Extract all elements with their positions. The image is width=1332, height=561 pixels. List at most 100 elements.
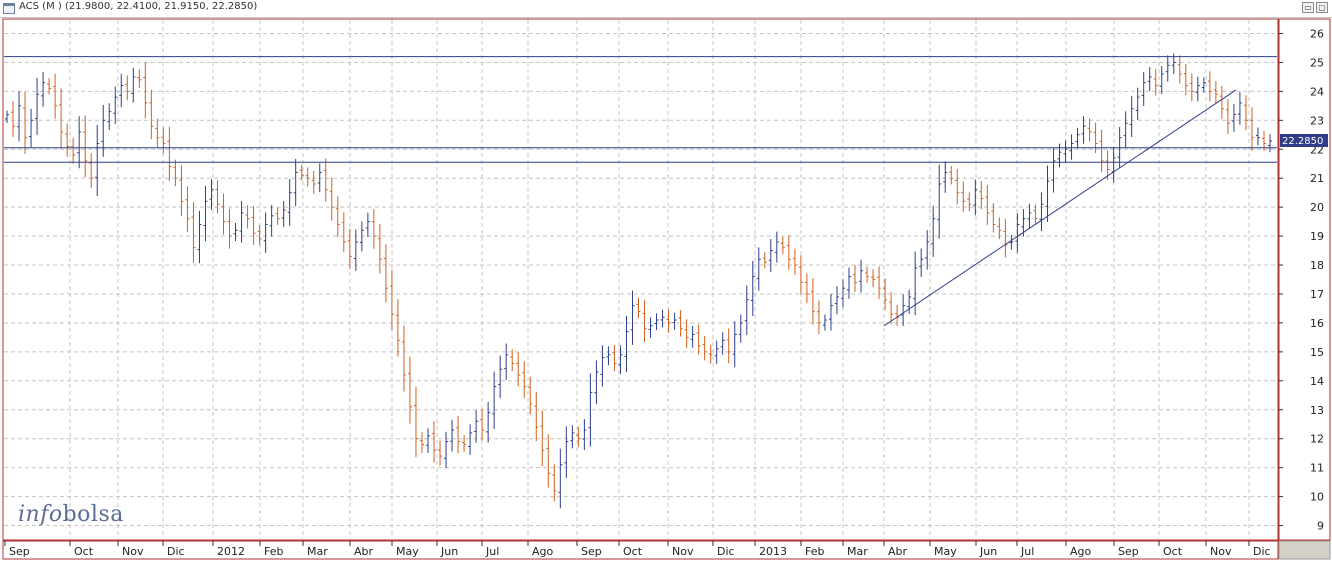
ohlc-bar <box>1087 118 1092 142</box>
ohlc-bar <box>329 177 334 221</box>
ohlc-bar <box>678 309 683 337</box>
x-tick-label: Sep <box>581 545 602 558</box>
ohlc-bar <box>1243 95 1248 131</box>
ohlc-bar <box>744 285 749 335</box>
ohlc-bar <box>955 168 960 205</box>
ohlc-bar <box>871 269 876 288</box>
ohlc-bar <box>239 201 244 243</box>
ohlc-bar <box>215 180 220 214</box>
ohlc-bar <box>804 273 809 304</box>
x-tick-label: Feb <box>264 545 283 558</box>
y-tick-label: 25 <box>1310 56 1324 69</box>
ohlc-bar <box>1141 72 1146 106</box>
ohlc-bar <box>534 392 539 442</box>
ohlc-bar <box>528 376 533 415</box>
ohlc-bar <box>1201 77 1206 93</box>
x-tick-label: Abr <box>888 545 908 558</box>
ohlc-bar <box>468 424 473 456</box>
logo-part-info: info <box>18 502 63 527</box>
last-price-label: 22.2850 <box>1282 136 1323 147</box>
x-tick-label: Oct <box>623 545 643 558</box>
ohlc-bar <box>191 202 196 263</box>
ohlc-bar <box>359 221 364 252</box>
ohlc-bar <box>1129 96 1134 138</box>
ohlc-bar <box>636 297 641 319</box>
ohlc-bar <box>907 289 912 314</box>
x-tick-label: Jul <box>1020 545 1034 558</box>
ohlc-bar <box>365 212 370 238</box>
ohlc-bar <box>83 115 88 178</box>
ohlc-bar <box>612 345 617 372</box>
infobolsa-logo: infobolsa <box>18 502 124 527</box>
ohlc-bar <box>1135 87 1140 120</box>
x-tick-label: Ago <box>1070 545 1092 558</box>
ohlc-bar <box>943 161 948 193</box>
ohlc-bar <box>816 300 821 335</box>
ohlc-bar <box>768 239 773 272</box>
plot-area <box>2 18 1279 541</box>
ohlc-bar <box>883 278 888 310</box>
ohlc-bar <box>1015 213 1020 253</box>
ohlc-bar <box>672 312 677 330</box>
maximize-icon[interactable]: ▢ <box>1316 2 1328 13</box>
ohlc-bar <box>426 428 430 453</box>
ohlc-bar <box>41 71 46 107</box>
ohlc-bar <box>654 313 659 331</box>
ohlc-bar <box>1069 134 1074 160</box>
ohlc-bar <box>985 185 990 225</box>
ohlc-bar <box>335 196 340 237</box>
x-tick-label: Nov <box>672 545 694 558</box>
ohlc-bar <box>504 343 509 380</box>
y-tick-label: 23 <box>1310 114 1324 127</box>
ohlc-bar <box>1165 55 1170 82</box>
ohlc-bar <box>762 251 767 269</box>
x-tick-label: Feb <box>805 545 824 558</box>
ohlc-bar <box>798 255 803 295</box>
ohlc-bar <box>606 346 611 366</box>
ohlc-bar <box>275 207 280 225</box>
ohlc-bar <box>979 181 984 210</box>
ohlc-bar <box>305 167 310 187</box>
ohlc-bar <box>1153 69 1158 96</box>
x-tick-label: Sep <box>9 545 30 558</box>
ohlc-bar <box>113 86 118 124</box>
ohlc-bar <box>973 179 978 216</box>
ohlc-bar <box>510 349 515 372</box>
ohlc-bar <box>486 401 491 443</box>
ohlc-bar <box>257 225 262 246</box>
ohlc-bar <box>588 373 593 447</box>
y-tick-label: 15 <box>1310 346 1324 359</box>
ohlc-bar <box>786 235 791 270</box>
ohlc-bar <box>546 434 551 488</box>
ohlc-bar <box>756 247 761 291</box>
ohlc-bar <box>299 164 304 181</box>
ohlc-bar <box>1159 66 1164 95</box>
ohlc-bar <box>792 248 797 275</box>
ohlc-bar <box>1051 148 1056 193</box>
ohlc-bar <box>1147 67 1152 92</box>
ohlc-bar <box>47 78 52 95</box>
ohlc-bar <box>371 208 376 249</box>
ohlc-bar <box>53 73 58 119</box>
ohlc-bar <box>65 123 70 157</box>
ohlc-bar <box>1027 203 1032 228</box>
ohlc-bar <box>17 91 22 142</box>
ohlc-bar <box>540 410 545 466</box>
ohlc-bar <box>937 164 942 239</box>
y-tick-label: 17 <box>1310 288 1324 301</box>
ohlc-bar <box>173 159 178 187</box>
ohlc-bar <box>949 165 954 185</box>
ohlc-bar <box>726 328 731 364</box>
ohlc-bar <box>377 224 382 274</box>
ohlc-bar <box>1225 99 1230 134</box>
ohlc-bar <box>71 138 76 164</box>
ohlc-bar <box>480 409 485 441</box>
x-tick-label: Sep <box>1118 545 1139 558</box>
ohlc-bar <box>1207 71 1212 102</box>
ohlc-bar <box>1099 129 1104 173</box>
ohlc-bar <box>23 91 28 154</box>
ohlc-bar <box>407 356 412 424</box>
ohlc-bar <box>263 212 268 253</box>
minimize-icon[interactable]: ▭ <box>1302 2 1314 13</box>
